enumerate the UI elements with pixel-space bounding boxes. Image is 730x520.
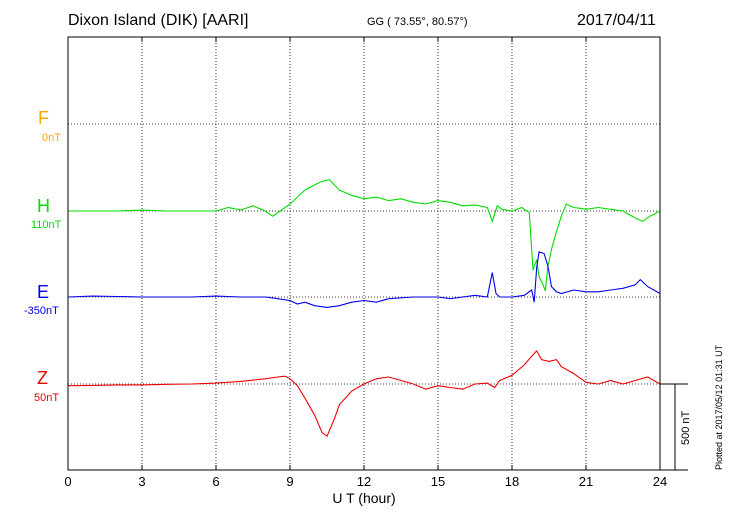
station-title: Dixon Island (DIK) [AARI] [68, 12, 249, 29]
channel-label-z: Z [37, 368, 48, 388]
trace-e [67, 251, 661, 308]
x-tick-label: 9 [286, 474, 294, 489]
trace-h [68, 179, 661, 292]
channel-label-f: F [38, 108, 49, 128]
x-ticks [67, 37, 661, 470]
data-traces [67, 179, 661, 438]
channel-baseline-e: -350nT [24, 305, 59, 317]
channel-baseline-f: 0nT [42, 132, 61, 144]
x-tick-label: 12 [356, 474, 372, 489]
station-coordinates: GG ( 73.55°, 80.57°) [367, 16, 468, 28]
x-tick-label: 18 [504, 474, 520, 489]
plot-date: 2017/04/11 [577, 12, 656, 29]
x-axis-label: U T (hour) [332, 490, 396, 506]
channel-label-h: H [37, 196, 50, 216]
grid-lines [68, 37, 660, 470]
scale-bar-label: 500 nT [680, 410, 692, 445]
x-tick-label: 24 [652, 474, 668, 489]
scale-bar [660, 383, 688, 471]
x-tick-label: 6 [212, 474, 220, 489]
channel-baseline-h: 110nT [31, 219, 62, 231]
plotted-timestamp: Plotted at 2017/05/12 01:31 UT [714, 344, 724, 470]
trace-z [67, 349, 661, 438]
x-tick-label: 3 [138, 474, 146, 489]
x-tick-label: 15 [430, 474, 446, 489]
channel-baseline-z: 50nT [34, 392, 60, 404]
x-tick-label: 21 [578, 474, 594, 489]
x-tick-label: 0 [64, 474, 72, 489]
channel-label-e: E [37, 282, 50, 302]
